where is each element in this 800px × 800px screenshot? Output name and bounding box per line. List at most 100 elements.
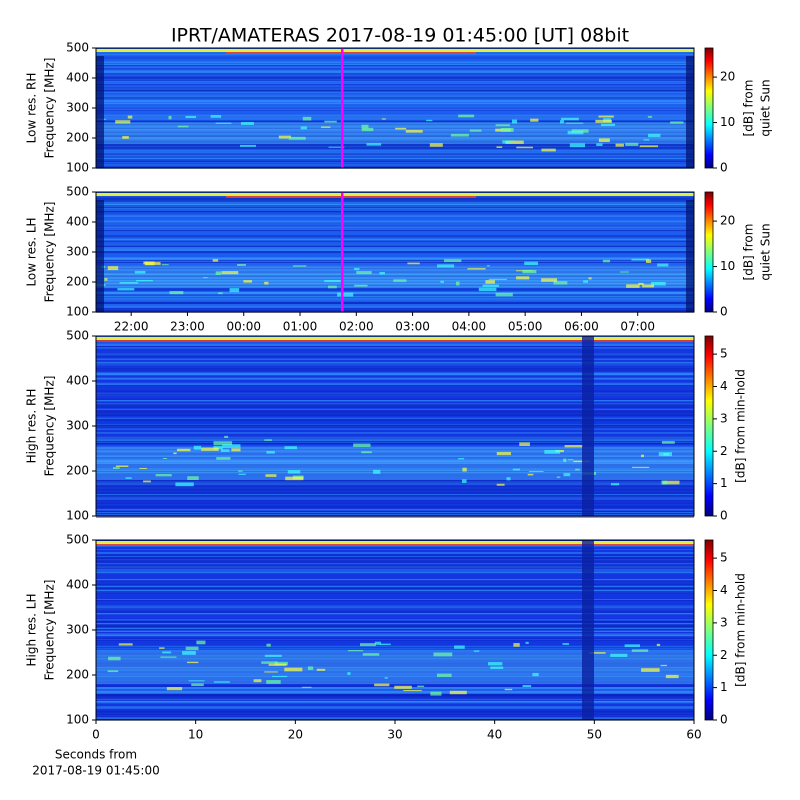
spectrogram-texture xyxy=(96,463,694,465)
spectrogram-blob xyxy=(271,675,288,678)
spectrogram-texture xyxy=(96,238,694,240)
spectrogram-texture xyxy=(96,252,694,254)
spectrogram-texture xyxy=(96,462,694,464)
spectrogram-texture xyxy=(96,125,694,127)
spectrogram-texture xyxy=(96,370,694,372)
spectrogram-texture xyxy=(96,552,694,554)
spectrogram-texture xyxy=(96,514,694,516)
spectrogram-blob xyxy=(626,284,640,288)
spectrogram-texture xyxy=(96,68,694,70)
x-tick-label: 04:00 xyxy=(452,320,487,334)
spectrogram-texture xyxy=(96,64,694,67)
colorbar-tick-label: 3 xyxy=(720,411,728,425)
spectrogram-texture xyxy=(96,116,694,118)
spectrogram-blob xyxy=(253,679,262,683)
spectrogram-blob xyxy=(429,143,443,147)
spectrogram-texture xyxy=(96,213,694,215)
spectrogram-blob xyxy=(237,263,246,266)
spectrogram-blob xyxy=(506,477,511,481)
spectrogram-texture xyxy=(96,240,694,242)
spectrogram-texture xyxy=(96,690,694,692)
spectrogram-blob xyxy=(229,288,240,293)
spectrogram-texture xyxy=(96,210,694,213)
spectrogram-texture xyxy=(96,469,694,472)
spectrogram-blob xyxy=(496,451,511,456)
spectrogram-blob xyxy=(354,267,360,271)
x-tick-label: 00:00 xyxy=(226,320,261,334)
spectrogram-texture xyxy=(96,343,694,345)
spectrogram-texture xyxy=(96,482,694,484)
spectrogram-texture xyxy=(96,438,694,441)
spectrogram-texture xyxy=(96,345,694,348)
spectrogram-texture xyxy=(96,87,694,89)
spectrogram-texture xyxy=(96,442,694,443)
y-axis-label: Frequency [MHz] xyxy=(43,202,57,303)
x-tick-label: 06:00 xyxy=(564,320,599,334)
spectrogram-texture xyxy=(96,230,694,232)
spectrogram-texture xyxy=(96,498,694,500)
spectrogram-texture xyxy=(96,292,694,294)
spectrogram-texture xyxy=(96,207,694,209)
spectrogram-texture xyxy=(96,424,694,425)
spectrogram-texture xyxy=(96,132,694,134)
spectrogram-blob xyxy=(631,649,649,652)
spectrogram-blob xyxy=(160,656,177,658)
spectrogram-band xyxy=(96,122,694,144)
spectrogram-blob xyxy=(176,448,191,452)
spectrogram-blob xyxy=(361,124,369,129)
y-axis-label: High res. RH xyxy=(25,389,39,464)
spectrogram-texture xyxy=(96,228,694,230)
spectrogram-texture xyxy=(96,505,694,508)
spectrogram-texture xyxy=(96,707,694,709)
spectrogram-texture xyxy=(96,115,694,117)
spectrogram-blob xyxy=(573,460,590,463)
spectrogram-texture xyxy=(96,700,694,702)
spectrogram-texture xyxy=(96,271,694,273)
spectrogram-blob xyxy=(505,140,524,144)
spectrogram-texture xyxy=(96,608,694,610)
spectrogram-texture xyxy=(96,139,694,141)
spectrogram-texture xyxy=(96,599,694,601)
spectrogram-texture xyxy=(96,428,694,430)
spectrogram-texture xyxy=(96,512,694,514)
spectrogram-texture xyxy=(96,496,694,498)
spectrogram-texture xyxy=(96,346,694,349)
spectrogram-blob xyxy=(436,673,452,677)
spectrogram-blob xyxy=(177,125,189,128)
x-tick-label: 30 xyxy=(387,728,402,742)
spectrogram-blob xyxy=(502,141,511,144)
spectrogram-blob xyxy=(495,292,513,297)
x-tick-label: 03:00 xyxy=(395,320,430,334)
spectrogram-texture xyxy=(96,73,694,75)
spectrogram-blob xyxy=(661,480,668,485)
spectrogram-texture xyxy=(96,407,694,409)
spectrogram-blob xyxy=(519,442,530,446)
spectrogram-blob xyxy=(175,482,194,487)
spectrogram-blob xyxy=(302,116,312,121)
spectrogram-texture xyxy=(96,556,694,557)
spectrogram-texture xyxy=(96,417,694,420)
y-tick-label: 500 xyxy=(66,533,89,547)
y-axis-label: Frequency [MHz] xyxy=(43,58,57,159)
spectrogram-blob xyxy=(241,122,254,125)
spectrogram-texture xyxy=(96,286,694,288)
spectrogram-blob xyxy=(407,262,420,265)
spectrogram-texture xyxy=(96,700,694,702)
spectrogram-blob xyxy=(486,265,490,267)
colorbar-tick-label: 20 xyxy=(720,214,735,228)
spectrogram-blob xyxy=(115,465,129,468)
spectrogram-blob xyxy=(647,116,653,118)
spectrogram-blob xyxy=(374,683,390,687)
spectrogram-blob xyxy=(284,446,297,450)
spectrogram-blob xyxy=(473,650,480,652)
spectrogram-texture xyxy=(96,377,694,379)
spectrogram-texture xyxy=(96,436,694,438)
spectrogram-blob xyxy=(641,668,660,672)
spectrogram-blob xyxy=(324,120,337,123)
spectrogram-texture xyxy=(96,109,694,111)
spectrogram-blob xyxy=(527,473,534,476)
spectrogram-texture xyxy=(96,368,694,370)
spectrogram-blob xyxy=(619,271,629,273)
spectrogram-texture xyxy=(96,154,694,156)
spectrogram-blob xyxy=(665,674,679,679)
